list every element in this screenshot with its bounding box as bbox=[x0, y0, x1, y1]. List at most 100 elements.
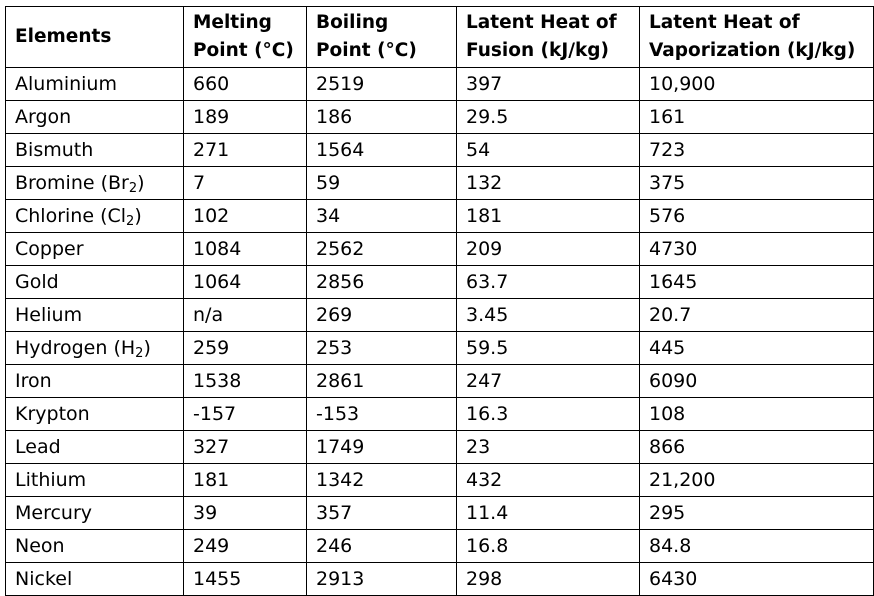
element-name-text: Chlorine (Cl bbox=[15, 205, 127, 227]
table-row: Chlorine (Cl2) 102 34 181 576 bbox=[5, 199, 874, 233]
cell-melting: 102 bbox=[183, 199, 307, 233]
cell-melting: 1538 bbox=[183, 364, 307, 398]
cell-boiling: 2913 bbox=[306, 562, 457, 596]
cell-vaporization: 84.8 bbox=[639, 529, 874, 563]
cell-vaporization: 576 bbox=[639, 199, 874, 233]
element-name-text: Lead bbox=[15, 436, 61, 458]
cell-fusion: 397 bbox=[456, 67, 640, 101]
element-name-text: Iron bbox=[15, 370, 52, 392]
cell-fusion: 63.7 bbox=[456, 265, 640, 299]
element-name-text: Argon bbox=[15, 106, 72, 128]
table-row: Aluminium 660 2519 397 10,900 bbox=[5, 67, 874, 101]
cell-vaporization: 445 bbox=[639, 331, 874, 365]
cell-fusion: 54 bbox=[456, 133, 640, 167]
cell-vaporization: 6430 bbox=[639, 562, 874, 596]
cell-boiling: 253 bbox=[306, 331, 457, 365]
table-row: Mercury 39 357 11.4 295 bbox=[5, 496, 874, 530]
cell-element-name: Lead bbox=[5, 430, 184, 464]
element-name-text: Nickel bbox=[15, 568, 73, 590]
cell-element-name: Copper bbox=[5, 232, 184, 266]
cell-vaporization: 6090 bbox=[639, 364, 874, 398]
cell-element-name: Iron bbox=[5, 364, 184, 398]
cell-boiling: 2519 bbox=[306, 67, 457, 101]
element-name-text: Aluminium bbox=[15, 73, 117, 95]
cell-vaporization: 1645 bbox=[639, 265, 874, 299]
cell-fusion: 209 bbox=[456, 232, 640, 266]
cell-melting: 271 bbox=[183, 133, 307, 167]
cell-fusion: 16.8 bbox=[456, 529, 640, 563]
cell-melting: 1084 bbox=[183, 232, 307, 266]
table-row: Bismuth 271 1564 54 723 bbox=[5, 133, 874, 167]
cell-boiling: 1342 bbox=[306, 463, 457, 497]
element-name-text: Mercury bbox=[15, 502, 93, 524]
table-row: Hydrogen (H2) 259 253 59.5 445 bbox=[5, 331, 874, 365]
cell-vaporization: 866 bbox=[639, 430, 874, 464]
header-elements: Elements bbox=[5, 6, 184, 68]
element-name-text: Krypton bbox=[15, 403, 90, 425]
cell-melting: n/a bbox=[183, 298, 307, 332]
table-row: Gold 1064 2856 63.7 1645 bbox=[5, 265, 874, 299]
cell-vaporization: 21,200 bbox=[639, 463, 874, 497]
formula-suffix: ) bbox=[137, 172, 145, 194]
cell-element-name: Gold bbox=[5, 265, 184, 299]
cell-vaporization: 108 bbox=[639, 397, 874, 431]
cell-vaporization: 295 bbox=[639, 496, 874, 530]
cell-melting: 249 bbox=[183, 529, 307, 563]
table-body: Aluminium 660 2519 397 10,900 Argon 189 186 29.5… bbox=[5, 67, 874, 596]
element-name-text: Bismuth bbox=[15, 139, 94, 161]
table-row: Iron 1538 2861 247 6090 bbox=[5, 364, 874, 398]
cell-melting: 259 bbox=[183, 331, 307, 365]
cell-boiling: 246 bbox=[306, 529, 457, 563]
element-name-text: Gold bbox=[15, 271, 59, 293]
cell-vaporization: 10,900 bbox=[639, 67, 874, 101]
cell-fusion: 132 bbox=[456, 166, 640, 200]
element-name-text: Copper bbox=[15, 238, 84, 260]
cell-boiling: 1564 bbox=[306, 133, 457, 167]
cell-boiling: 186 bbox=[306, 100, 457, 134]
cell-fusion: 29.5 bbox=[456, 100, 640, 134]
cell-melting: 327 bbox=[183, 430, 307, 464]
header-boiling-point: Boiling Point (°C) bbox=[306, 6, 457, 68]
cell-element-name: Krypton bbox=[5, 397, 184, 431]
table-row: Helium n/a 269 3.45 20.7 bbox=[5, 298, 874, 332]
cell-melting: 39 bbox=[183, 496, 307, 530]
cell-melting: 189 bbox=[183, 100, 307, 134]
cell-melting: 1455 bbox=[183, 562, 307, 596]
element-name-text: Helium bbox=[15, 304, 83, 326]
cell-element-name: Mercury bbox=[5, 496, 184, 530]
table-row: Bromine (Br2) 7 59 132 375 bbox=[5, 166, 874, 200]
formula-subscript: 2 bbox=[135, 346, 144, 361]
cell-boiling: -153 bbox=[306, 397, 457, 431]
table-row: Lithium 181 1342 432 21,200 bbox=[5, 463, 874, 497]
table-row: Copper 1084 2562 209 4730 bbox=[5, 232, 874, 266]
cell-fusion: 247 bbox=[456, 364, 640, 398]
cell-element-name: Chlorine (Cl2) bbox=[5, 199, 184, 233]
header-latent-heat-vaporization: Latent Heat of Vaporization (kJ/kg) bbox=[639, 6, 874, 68]
cell-element-name: Aluminium bbox=[5, 67, 184, 101]
cell-boiling: 59 bbox=[306, 166, 457, 200]
element-name-text: Hydrogen (H bbox=[15, 337, 136, 359]
cell-melting: 181 bbox=[183, 463, 307, 497]
header-row: Elements Melting Point (°C) Boiling Point … bbox=[5, 6, 874, 68]
cell-melting: 1064 bbox=[183, 265, 307, 299]
cell-boiling: 34 bbox=[306, 199, 457, 233]
cell-boiling: 2856 bbox=[306, 265, 457, 299]
cell-boiling: 357 bbox=[306, 496, 457, 530]
formula-suffix: ) bbox=[134, 205, 142, 227]
cell-melting: 660 bbox=[183, 67, 307, 101]
cell-fusion: 298 bbox=[456, 562, 640, 596]
cell-vaporization: 4730 bbox=[639, 232, 874, 266]
cell-element-name: Neon bbox=[5, 529, 184, 563]
cell-element-name: Bromine (Br2) bbox=[5, 166, 184, 200]
cell-vaporization: 161 bbox=[639, 100, 874, 134]
table-row: Lead 327 1749 23 866 bbox=[5, 430, 874, 464]
table-row: Neon 249 246 16.8 84.8 bbox=[5, 529, 874, 563]
cell-melting: -157 bbox=[183, 397, 307, 431]
element-name-text: Lithium bbox=[15, 469, 87, 491]
cell-boiling: 269 bbox=[306, 298, 457, 332]
cell-vaporization: 723 bbox=[639, 133, 874, 167]
cell-boiling: 2861 bbox=[306, 364, 457, 398]
cell-melting: 7 bbox=[183, 166, 307, 200]
cell-element-name: Argon bbox=[5, 100, 184, 134]
cell-fusion: 59.5 bbox=[456, 331, 640, 365]
